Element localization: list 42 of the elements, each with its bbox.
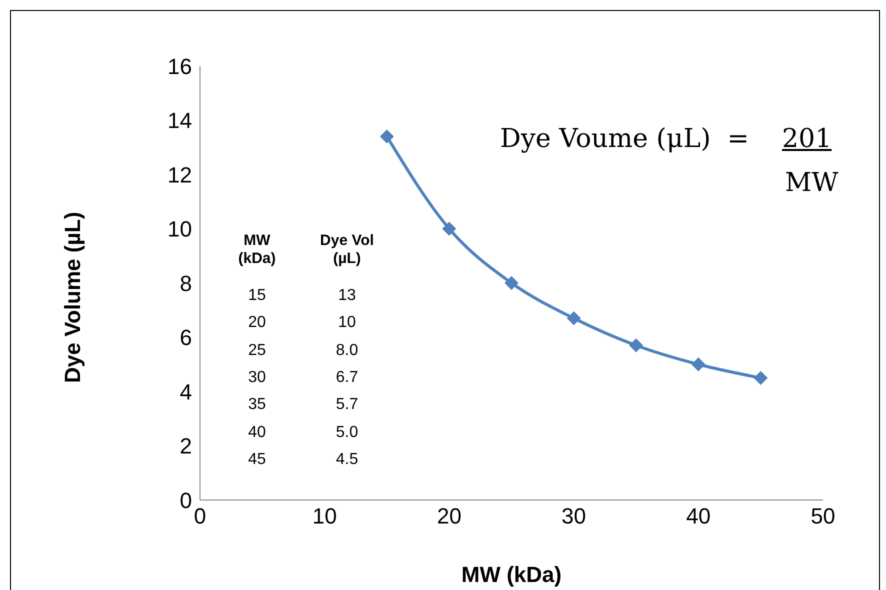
point xyxy=(380,130,394,144)
point xyxy=(691,357,706,372)
x-axis-title: MW (kDa) xyxy=(461,562,562,587)
annotation: 6.7 xyxy=(334,368,360,387)
y-tick-label: 0 xyxy=(180,488,192,513)
annotation: 35 xyxy=(247,396,267,414)
annotation: MW (kDa) xyxy=(237,232,277,268)
annotation: 8.0 xyxy=(334,342,360,360)
point xyxy=(629,338,644,352)
y-tick-label: 4 xyxy=(180,379,192,404)
annotation: 15 xyxy=(247,287,267,305)
x-tick-label: 30 xyxy=(562,504,586,529)
y-tick-label: 8 xyxy=(180,270,192,296)
annotation: 201 xyxy=(782,124,832,154)
annotation: 4.5 xyxy=(334,450,360,469)
x-tick-label: 20 xyxy=(436,504,462,529)
annotation: Dye Voume (μL) = xyxy=(500,124,750,154)
point xyxy=(442,222,456,236)
y-axis-title: Dye Volume (µL) xyxy=(60,212,85,383)
point xyxy=(754,370,768,385)
x-tick-label: 40 xyxy=(686,504,711,529)
point xyxy=(566,311,581,326)
y-tick-label: 6 xyxy=(180,325,192,350)
annotation: 30 xyxy=(247,368,267,387)
annotation: 5.7 xyxy=(334,396,360,414)
annotation: 25 xyxy=(247,342,267,360)
x-tick-label: 50 xyxy=(810,504,836,529)
y-tick-label: 12 xyxy=(168,162,192,188)
y-tick-label: 2 xyxy=(180,434,192,459)
annotation: 13 xyxy=(337,287,357,305)
annotation: 40 xyxy=(247,424,267,442)
annotation: 45 xyxy=(247,450,267,469)
y-tick-label: 16 xyxy=(168,54,192,79)
x-tick-label: 10 xyxy=(312,504,337,529)
annotation: Dye Vol (µL) xyxy=(319,232,375,268)
annotation: 20 xyxy=(247,314,267,332)
annotation: 5.0 xyxy=(334,424,360,442)
point xyxy=(504,276,518,290)
y-tick-label: 10 xyxy=(168,216,192,242)
y-tick-label: 14 xyxy=(168,108,192,134)
annotation: MW xyxy=(785,168,838,198)
annotation: 10 xyxy=(337,314,357,332)
